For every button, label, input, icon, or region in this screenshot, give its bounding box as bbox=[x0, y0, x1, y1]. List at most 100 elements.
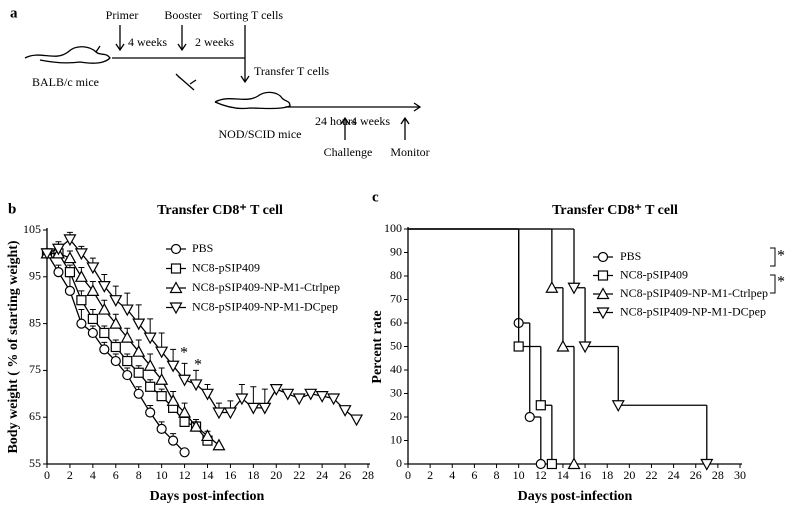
y-tick-label: 80 bbox=[390, 268, 402, 282]
y-tick-label: 65 bbox=[29, 409, 41, 423]
marker bbox=[166, 394, 180, 406]
marker bbox=[189, 379, 203, 392]
x-tick-label: 8 bbox=[136, 468, 142, 482]
marker bbox=[578, 341, 592, 354]
marker bbox=[110, 341, 121, 353]
marker bbox=[556, 339, 570, 352]
marker bbox=[155, 373, 169, 385]
marker bbox=[338, 405, 352, 417]
x-tick-label: 28 bbox=[712, 468, 724, 482]
marker bbox=[168, 435, 179, 446]
marker bbox=[179, 416, 190, 427]
marker bbox=[156, 423, 167, 434]
axes bbox=[407, 227, 742, 465]
y-tick-label: 10 bbox=[390, 432, 402, 446]
annotation: * bbox=[777, 274, 785, 291]
x-tick-label: 30 bbox=[734, 468, 746, 482]
marker bbox=[133, 388, 144, 399]
marker bbox=[143, 332, 157, 345]
y-tick-label: 20 bbox=[390, 409, 402, 423]
marker bbox=[189, 419, 203, 432]
label: NOD/SCID mice bbox=[219, 127, 302, 141]
legend-label: NC8-pSIP409 bbox=[192, 260, 260, 274]
x-tick-label: 0 bbox=[405, 468, 411, 482]
y-axis-label: Body weight ( % of starting weight) bbox=[6, 240, 21, 453]
y-tick-label: 95 bbox=[29, 269, 41, 283]
y-tick-label: 90 bbox=[390, 244, 402, 258]
y-tick-label: 85 bbox=[29, 315, 41, 329]
marker bbox=[258, 402, 272, 415]
marker bbox=[122, 355, 133, 367]
legend-label: NC8-pSIP409-NP-M1-DCpep bbox=[192, 299, 338, 313]
marker bbox=[567, 282, 581, 295]
x-tick-label: 2 bbox=[427, 468, 433, 482]
marker bbox=[223, 407, 237, 420]
legend-marker bbox=[170, 243, 182, 255]
legend-marker bbox=[596, 287, 610, 300]
marker bbox=[76, 318, 87, 329]
x-tick-label: 20 bbox=[270, 468, 282, 482]
marker bbox=[178, 405, 192, 418]
label: 2 weeks bbox=[195, 35, 234, 49]
label: 4 weeks bbox=[128, 35, 167, 49]
bracket bbox=[770, 247, 776, 267]
x-tick-label: 4 bbox=[90, 468, 96, 482]
marker bbox=[350, 414, 364, 427]
label: Transfer T cells bbox=[254, 64, 329, 78]
marker bbox=[120, 304, 134, 317]
bracket bbox=[770, 274, 776, 294]
marker bbox=[156, 391, 167, 402]
marker bbox=[212, 438, 226, 451]
x-tick-label: 26 bbox=[339, 468, 351, 482]
legend-marker bbox=[597, 251, 609, 263]
marker bbox=[524, 411, 535, 423]
marker bbox=[281, 388, 295, 401]
x-tick-label: 16 bbox=[224, 468, 236, 482]
x-tick-label: 2 bbox=[67, 468, 73, 482]
marker bbox=[74, 270, 88, 282]
x-tick-label: 10 bbox=[156, 468, 168, 482]
arrows bbox=[285, 102, 422, 140]
marker bbox=[179, 447, 190, 458]
panel-label: a bbox=[10, 5, 18, 21]
x-tick-label: 6 bbox=[471, 468, 477, 482]
x-tick-label: 18 bbox=[601, 468, 613, 482]
schematic: a Primer Booster Sorting T cells 4 weeks… bbox=[10, 5, 430, 158]
marker bbox=[87, 313, 98, 325]
marker bbox=[133, 367, 144, 378]
legend-label: NC8-pSIP409-NP-M1-Ctrlpep bbox=[620, 286, 768, 300]
label: BALB/c mice bbox=[32, 75, 99, 89]
syringe-icon bbox=[175, 73, 197, 91]
marker bbox=[535, 458, 546, 470]
marker bbox=[86, 284, 100, 296]
marker bbox=[53, 267, 64, 278]
marker bbox=[86, 262, 100, 275]
marker bbox=[64, 267, 76, 278]
legend-marker bbox=[169, 281, 183, 294]
chart-title: Transfer CD8⁺ T cell bbox=[157, 203, 283, 218]
marker bbox=[700, 458, 714, 471]
marker bbox=[110, 355, 121, 367]
y-axis-label: Percent rate bbox=[370, 310, 385, 383]
label: 4 weeks bbox=[351, 114, 390, 128]
marker bbox=[513, 341, 524, 352]
marker bbox=[40, 248, 54, 261]
legend-marker bbox=[596, 307, 610, 320]
marker bbox=[143, 358, 157, 371]
legend-label: NC8-pSIP409 bbox=[620, 267, 688, 281]
marker bbox=[155, 346, 169, 359]
marker bbox=[567, 457, 581, 470]
y-tick-label: 55 bbox=[29, 456, 41, 470]
marker bbox=[292, 393, 306, 406]
marker bbox=[269, 384, 283, 396]
marker bbox=[145, 407, 156, 418]
y-tick-label: 100 bbox=[384, 221, 402, 235]
mouse-icon bbox=[24, 45, 111, 64]
marker bbox=[99, 344, 110, 355]
y-tick-label: 50 bbox=[390, 338, 402, 352]
x-tick-label: 0 bbox=[44, 468, 50, 482]
arrows bbox=[112, 25, 250, 84]
marker bbox=[246, 402, 260, 415]
marker bbox=[132, 344, 146, 357]
marker bbox=[64, 285, 76, 296]
